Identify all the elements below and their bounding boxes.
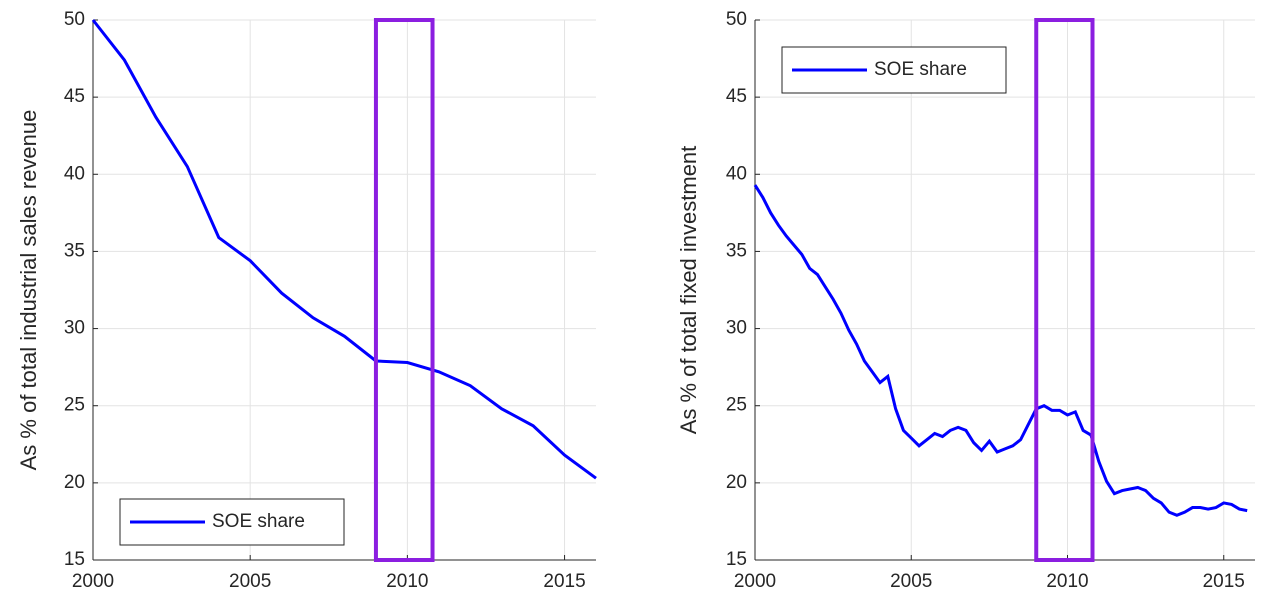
y-tick-label: 45 [726, 86, 747, 107]
legend-label: SOE share [212, 511, 305, 532]
y-tick-label: 25 [64, 395, 85, 416]
y-tick-label: 20 [726, 472, 747, 493]
x-tick-label: 2015 [543, 571, 585, 592]
highlight-box [373, 18, 435, 562]
y-tick-label: 35 [64, 240, 85, 261]
y-tick-label: 25 [726, 395, 747, 416]
y-tick-label: 30 [64, 318, 85, 339]
x-tick-label: 2010 [386, 571, 428, 592]
y-tick-label: 40 [726, 163, 747, 184]
x-tick-label: 2010 [1046, 571, 1088, 592]
y-tick-label: 50 [64, 9, 85, 30]
y-tick-label: 15 [726, 549, 747, 570]
y-axis-label: As % of total industrial sales revenue [16, 110, 41, 471]
highlight-box [1034, 18, 1095, 562]
y-axis-label: As % of total fixed investment [676, 146, 701, 435]
x-tick-label: 2005 [229, 571, 271, 592]
line [753, 184, 1248, 517]
x-tick-label: 2005 [890, 571, 932, 592]
y-tick-label: 50 [726, 9, 747, 30]
y-tick-label: 45 [64, 86, 85, 107]
line [91, 19, 597, 480]
y-tick-label: 40 [64, 163, 85, 184]
x-tick-label: 2000 [72, 571, 114, 592]
y-tick-label: 20 [64, 472, 85, 493]
x-tick-label: 2000 [734, 571, 776, 592]
y-tick-label: 15 [64, 549, 85, 570]
y-tick-label: 30 [726, 318, 747, 339]
x-tick-label: 2015 [1203, 571, 1245, 592]
legend-label: SOE share [874, 59, 967, 80]
y-tick-label: 35 [726, 240, 747, 261]
